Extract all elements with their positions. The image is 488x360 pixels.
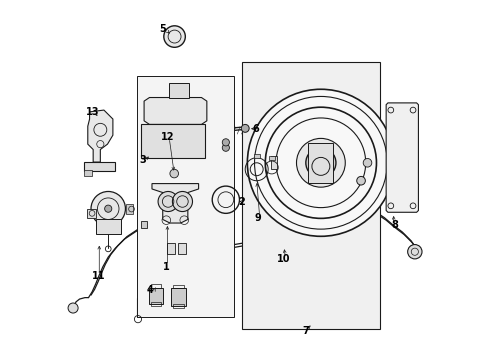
- Circle shape: [169, 169, 178, 178]
- Bar: [86, 209, 96, 218]
- Bar: [137, 76, 234, 317]
- Bar: [171, 288, 185, 306]
- Text: 7: 7: [302, 326, 309, 336]
- Text: 1: 1: [163, 262, 169, 272]
- Circle shape: [222, 144, 229, 151]
- Text: 2: 2: [238, 197, 244, 207]
- Bar: [151, 284, 161, 288]
- Circle shape: [296, 138, 345, 187]
- Text: 5: 5: [159, 24, 165, 35]
- Bar: [169, 83, 188, 98]
- Bar: [126, 204, 132, 214]
- Bar: [172, 305, 184, 308]
- Circle shape: [356, 176, 365, 185]
- Circle shape: [91, 192, 125, 226]
- Bar: [172, 285, 184, 288]
- Polygon shape: [88, 110, 113, 162]
- Bar: [149, 288, 163, 304]
- Bar: [96, 220, 121, 234]
- Circle shape: [363, 158, 371, 167]
- Bar: [140, 221, 147, 228]
- Circle shape: [104, 205, 112, 212]
- Polygon shape: [386, 103, 418, 212]
- Circle shape: [407, 244, 421, 259]
- Text: 9: 9: [253, 213, 260, 222]
- Polygon shape: [152, 184, 198, 223]
- Text: 10: 10: [277, 254, 290, 264]
- Bar: [166, 243, 174, 254]
- Circle shape: [222, 139, 229, 146]
- Bar: [151, 302, 161, 306]
- Bar: [308, 143, 333, 183]
- Circle shape: [158, 192, 178, 212]
- Bar: [242, 62, 379, 329]
- Text: 6: 6: [252, 124, 259, 134]
- Polygon shape: [144, 98, 206, 125]
- Text: 8: 8: [391, 220, 398, 230]
- Circle shape: [163, 26, 185, 47]
- Bar: [178, 243, 185, 254]
- Text: 12: 12: [161, 132, 174, 142]
- Polygon shape: [84, 162, 115, 171]
- Bar: [270, 156, 277, 169]
- Text: 13: 13: [86, 107, 100, 117]
- Circle shape: [247, 89, 394, 236]
- Bar: [268, 156, 274, 160]
- Text: 11: 11: [92, 271, 105, 281]
- Text: 4: 4: [146, 285, 153, 296]
- Bar: [253, 154, 259, 158]
- Bar: [84, 170, 92, 176]
- Circle shape: [172, 192, 192, 212]
- Circle shape: [68, 303, 78, 313]
- Text: 3: 3: [139, 155, 145, 165]
- Circle shape: [305, 148, 335, 178]
- Circle shape: [241, 125, 249, 132]
- Bar: [140, 125, 204, 158]
